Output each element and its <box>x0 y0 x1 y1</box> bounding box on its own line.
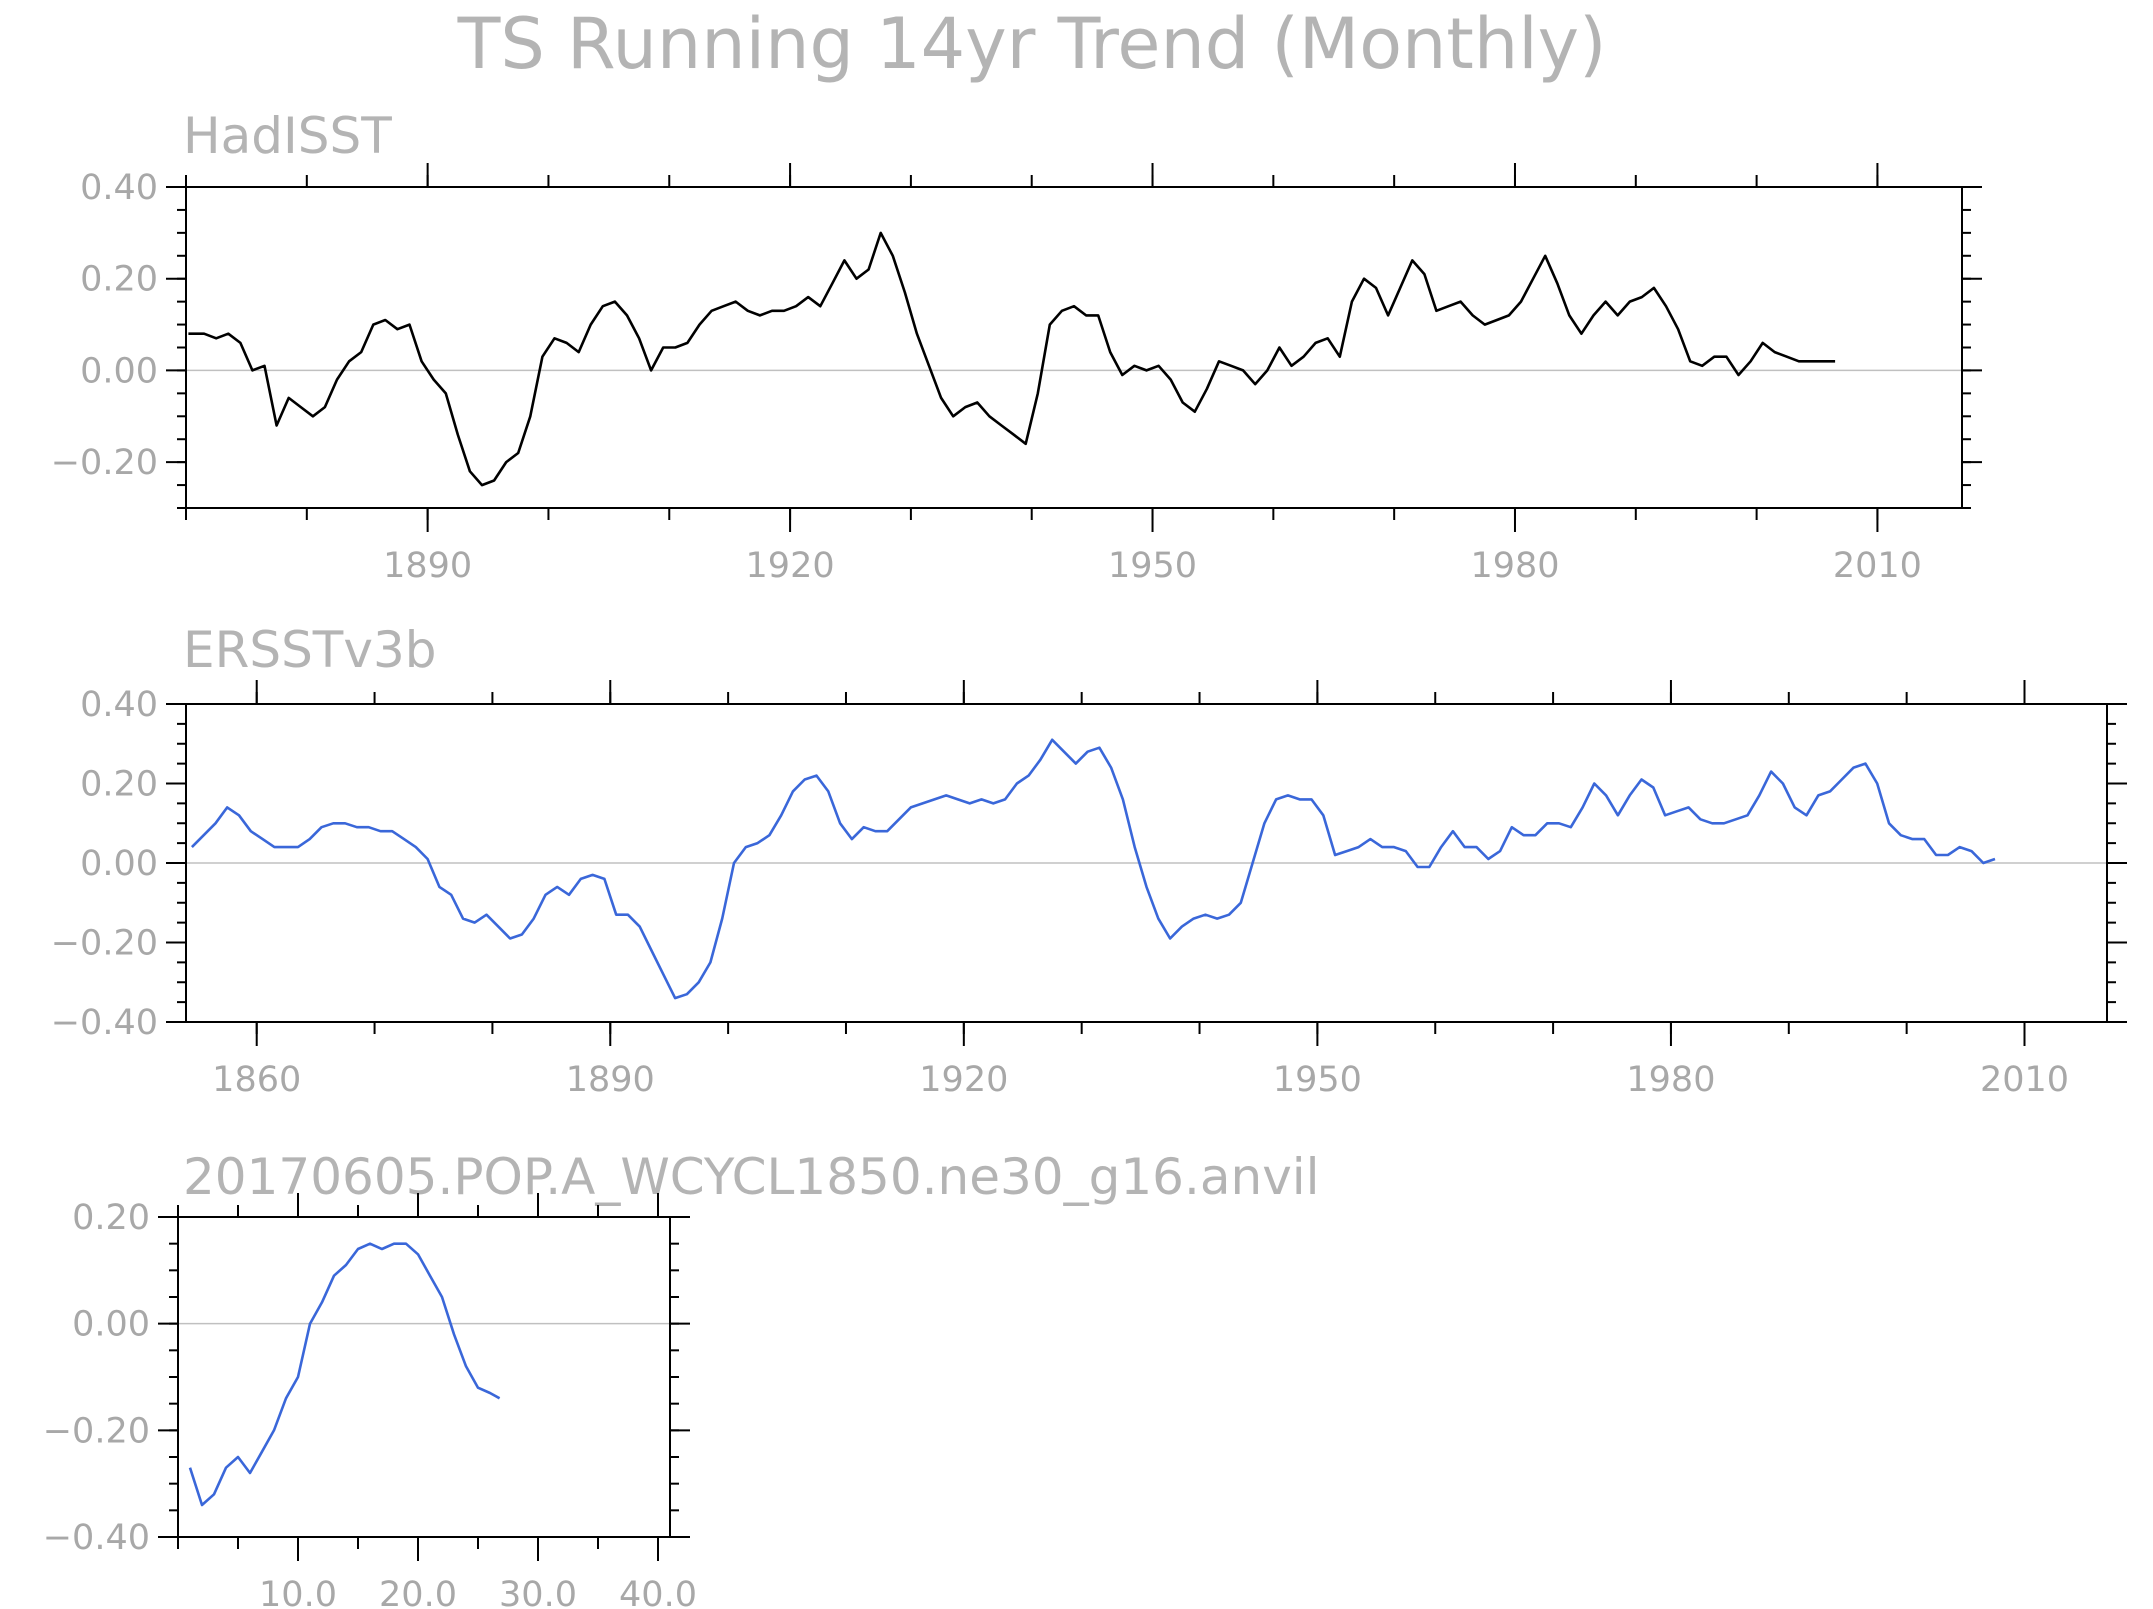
y-tick-label: 0.00 <box>80 351 158 391</box>
y-tick-label: 0.00 <box>80 844 158 884</box>
x-tick-label: 2010 <box>1833 546 1922 586</box>
x-tick-label: 1950 <box>1108 546 1197 586</box>
figure-title: TS Running 14yr Trend (Monthly) <box>457 3 1607 85</box>
x-tick-label: 1890 <box>566 1060 655 1100</box>
panel-title-model: 20170605.POP.A_WCYCL1850.ne30_g16.anvil <box>183 1148 1320 1206</box>
y-tick-label: −0.20 <box>51 443 158 483</box>
y-tick-label: 0.20 <box>72 1198 150 1238</box>
panel-ersstv3b: ERSSTv3b 0.40 0.20 0.00 −0.20 −0.40 1860 1890 1… <box>51 621 2127 1100</box>
series-line-hadisst <box>188 231 1836 487</box>
plot-frame <box>185 186 1963 509</box>
x-tick-label: 1920 <box>919 1060 1008 1100</box>
plot-frame <box>177 1216 671 1538</box>
series-line-ersstv3b <box>190 738 1996 1000</box>
panel-hadisst: HadISST 0.40 0.20 0.00 −0.20 1890 1920 1950 198… <box>51 107 1982 586</box>
x-tick-label: 1890 <box>383 546 472 586</box>
panel-title-ersstv3b: ERSSTv3b <box>183 621 437 679</box>
panel-model: 20170605.POP.A_WCYCL1850.ne30_g16.anvil … <box>43 1148 1320 1609</box>
x-tick-label: 1980 <box>1470 546 1559 586</box>
series-line-model <box>188 1242 501 1507</box>
x-tick-label: 1920 <box>746 546 835 586</box>
y-tick-label: 0.40 <box>80 685 158 725</box>
x-tick-label: 30.0 <box>499 1575 577 1609</box>
panel-title-hadisst: HadISST <box>183 107 392 165</box>
y-tick-label: 0.20 <box>80 765 158 805</box>
y-tick-label: −0.20 <box>43 1411 150 1451</box>
x-tick-label: 40.0 <box>619 1575 697 1609</box>
plot-frame <box>185 703 2108 1023</box>
y-tick-label: 0.20 <box>80 260 158 300</box>
y-tick-label: −0.40 <box>51 1003 158 1043</box>
y-tick-label: −0.20 <box>51 924 158 964</box>
x-tick-label: 1980 <box>1626 1060 1715 1100</box>
x-tick-label: 20.0 <box>379 1575 457 1609</box>
y-tick-label: 0.40 <box>80 168 158 208</box>
y-tick-label: 0.00 <box>72 1305 150 1345</box>
y-tick-label: −0.40 <box>43 1518 150 1558</box>
x-tick-label: 2010 <box>1980 1060 2069 1100</box>
x-tick-label: 10.0 <box>259 1575 337 1609</box>
x-tick-label: 1950 <box>1273 1060 1362 1100</box>
x-tick-label: 1860 <box>212 1060 301 1100</box>
